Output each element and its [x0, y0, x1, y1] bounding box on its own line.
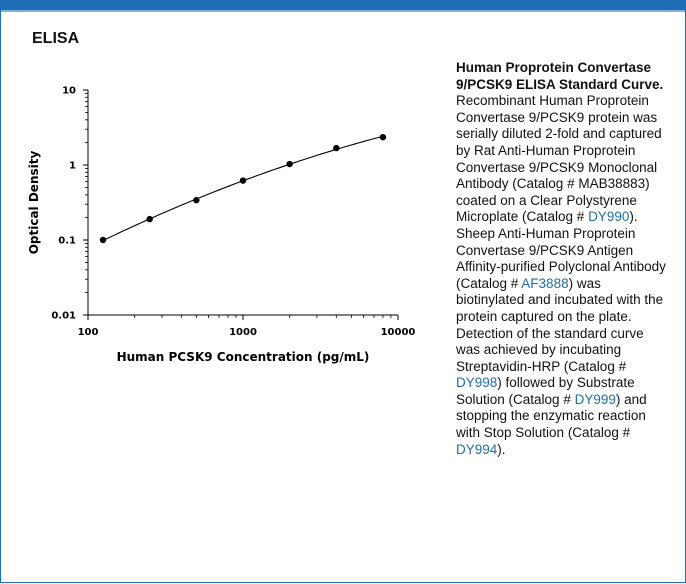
y-axis-label: Optical Density — [27, 151, 41, 255]
caption-text-2: ). Sheep Anti-Human Proprotein Convertas… — [456, 209, 666, 291]
catalog-link-af3888[interactable]: AF3888 — [521, 275, 569, 291]
x-tick-label: 100 — [78, 327, 99, 338]
header-bar — [0, 0, 686, 12]
catalog-link-dy999[interactable]: DY999 — [574, 391, 616, 407]
y-tick-label: 1 — [69, 161, 76, 172]
data-point — [99, 236, 107, 244]
data-point — [286, 160, 293, 168]
catalog-link-dy994[interactable]: DY994 — [456, 441, 498, 457]
caption-text-4: ) followed by Substrate Solution (Catalo… — [456, 375, 635, 407]
x-tick-label: 1000 — [229, 327, 257, 338]
tick-labels: 0.01 0.1 1 10 100 1000 10000 — [51, 86, 415, 339]
caption-title: Human Proprotein Convertase 9/PCSK9 ELIS… — [456, 60, 664, 92]
catalog-link-dy998[interactable]: DY998 — [456, 375, 498, 391]
data-point — [193, 196, 200, 204]
x-axis-label: Human PCSK9 Concentration (pg/mL) — [117, 350, 370, 364]
y-tick-label: 10 — [62, 86, 76, 97]
y-tick-label: 0.01 — [51, 311, 76, 322]
data-point — [379, 133, 387, 141]
data-point — [146, 215, 153, 223]
fit-curve — [102, 135, 384, 242]
caption-text-6: ). — [497, 441, 506, 457]
y-tick-label: 0.1 — [58, 236, 76, 247]
figure-caption: Human Proprotein Convertase 9/PCSK9 ELIS… — [456, 60, 670, 458]
caption-text-3: ) was biotinylated and incubated with th… — [456, 275, 664, 374]
standard-curve-chart: 0.01 0.1 1 10 100 1000 10000 Human PCSK9 Conce… — [27, 86, 415, 365]
data-points — [99, 133, 387, 244]
data-point — [333, 144, 340, 152]
header-highlight — [0, 10, 686, 12]
x-tick-label: 10000 — [381, 327, 416, 338]
chart-axes — [83, 89, 399, 320]
caption-text-5: ) and stopping the enzymatic reaction wi… — [456, 391, 647, 441]
catalog-link-dy990[interactable]: DY990 — [588, 209, 630, 225]
data-point — [239, 177, 247, 184]
section-title: ELISA — [32, 30, 80, 47]
caption-text-1: Recombinant Human Proprotein Convertase … — [456, 93, 662, 225]
